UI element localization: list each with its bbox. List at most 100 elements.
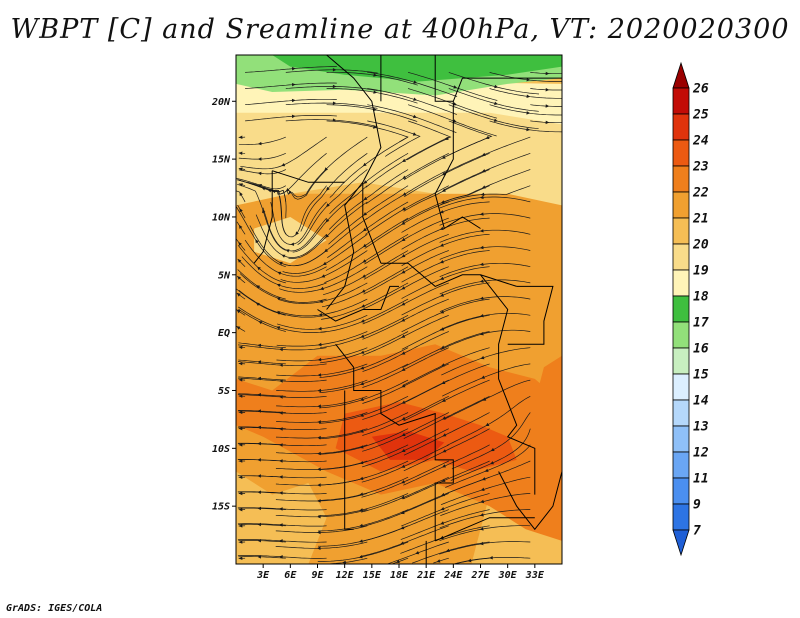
streamline-arrow-25 [257, 506, 261, 511]
streamline-arrow-98 [279, 363, 283, 367]
streamline-213 [365, 136, 449, 188]
streamline-143 [439, 279, 531, 295]
streamline-arrow-216 [291, 114, 296, 119]
streamline-arrow-95 [482, 397, 487, 401]
streamline-226 [326, 104, 418, 122]
streamline-arrow-182 [439, 210, 444, 214]
streamline-arrow-200 [238, 151, 243, 155]
lat-tick-label: EQ [218, 328, 230, 339]
streamline-arrow-116 [360, 350, 365, 354]
streamline-arrow-221 [485, 135, 490, 139]
streamline-153 [237, 183, 286, 251]
streamline-205 [365, 152, 449, 205]
streamline-158 [401, 250, 490, 283]
streamline-241 [285, 69, 378, 74]
streamline-216 [245, 115, 337, 122]
lon-tick-label: 24E [443, 570, 463, 581]
streamline-arrow-134 [440, 310, 445, 314]
streamline-arrow-31 [479, 513, 484, 517]
streamline-arrow-197 [402, 192, 407, 196]
streamline-172 [325, 217, 409, 271]
streamline-23 [439, 525, 531, 542]
streamline-arrow-233 [332, 84, 337, 89]
streamline-65 [238, 426, 286, 430]
streamline-arrow-178 [290, 242, 295, 246]
streamline-arrow-118 [440, 345, 445, 349]
streamline-15 [439, 541, 531, 555]
streamline-39 [440, 493, 531, 517]
streamline-arrow-48 [238, 459, 243, 463]
streamline-arrow-103 [481, 375, 485, 379]
streamline-77 [362, 412, 449, 452]
streamline-arrow-122 [276, 311, 281, 315]
streamline-arrow-29 [400, 526, 405, 530]
streamline-arrow-24 [238, 507, 243, 512]
streamline-arrow-162 [281, 254, 286, 258]
streamline-228 [407, 104, 497, 137]
streamline-139 [278, 282, 368, 304]
streamline-78 [403, 412, 490, 456]
streamline-35 [275, 493, 368, 502]
streamline-arrow-245 [494, 84, 499, 89]
streamline-89 [238, 376, 286, 381]
streamline-229 [448, 104, 539, 130]
streamline-87 [446, 395, 531, 446]
streamline-108 [319, 347, 409, 378]
colorbar-label: 16 [693, 342, 709, 357]
streamline-236 [407, 88, 498, 119]
streamline-arrow-1 [257, 555, 261, 559]
streamline-arrow-155 [321, 274, 326, 278]
streamline-149 [362, 266, 449, 310]
streamline-arrow-104 [238, 345, 243, 350]
streamline-arrow-172 [362, 243, 367, 248]
streamline-arrow-101 [401, 384, 406, 388]
streamline-145 [236, 206, 286, 268]
streamline-38 [401, 493, 490, 527]
streamline-arrow-0 [238, 556, 243, 560]
streamline-arrow-199 [481, 185, 486, 189]
streamline-arrow-159 [479, 245, 484, 250]
colorbar-label: 17 [693, 316, 709, 331]
streamline-178 [270, 201, 327, 245]
streamline-122 [238, 290, 327, 318]
streamline-arrow-4 [395, 559, 400, 564]
streamline-217 [285, 119, 378, 127]
streamline-arrow-209 [257, 141, 262, 146]
streamline-95 [443, 379, 531, 420]
streamline-arrow-10 [279, 539, 283, 543]
streamline-arrow-7 [489, 556, 493, 560]
country-borders [253, 55, 562, 564]
chart-title: WBPT [C] and Sreamline at 400hPa, VT: 20… [10, 14, 790, 45]
colorbar-box [672, 451, 690, 479]
streamline-107 [276, 347, 368, 362]
streamlines [236, 66, 562, 564]
streamline-114 [238, 306, 327, 333]
temperature-patches [236, 55, 562, 564]
streamline-164 [324, 233, 409, 284]
streamline-arrow-87 [485, 422, 490, 427]
streamline-arrow-220 [444, 136, 449, 140]
border-line-2 [434, 55, 481, 230]
colorbar-label: 20 [692, 238, 709, 253]
streamline-126 [401, 314, 490, 350]
streamline-195 [297, 169, 368, 245]
streamline-arrow-168 [239, 208, 243, 213]
streamline-arrow-211 [324, 167, 328, 171]
lat-tick-label: 10N [212, 212, 231, 223]
streamline-170 [262, 207, 327, 252]
streamline-arrow-193 [257, 171, 262, 176]
streamline-67 [275, 428, 368, 439]
streamline-arrow-82 [279, 395, 283, 399]
streamline-arrow-115 [317, 342, 322, 347]
colorbar-box [672, 243, 690, 271]
streamline-219 [367, 120, 421, 157]
streamline-arrow-45 [400, 495, 405, 499]
streamline-arrow-56 [238, 443, 243, 447]
streamline-30 [400, 509, 490, 540]
streamline-159 [439, 246, 531, 260]
lon-tick-label: 30E [498, 570, 518, 581]
streamline-arrow-18 [279, 523, 283, 527]
streamline-arrow-40 [238, 475, 243, 479]
streamline-arrow-102 [441, 380, 446, 384]
streamline-151 [439, 262, 531, 278]
